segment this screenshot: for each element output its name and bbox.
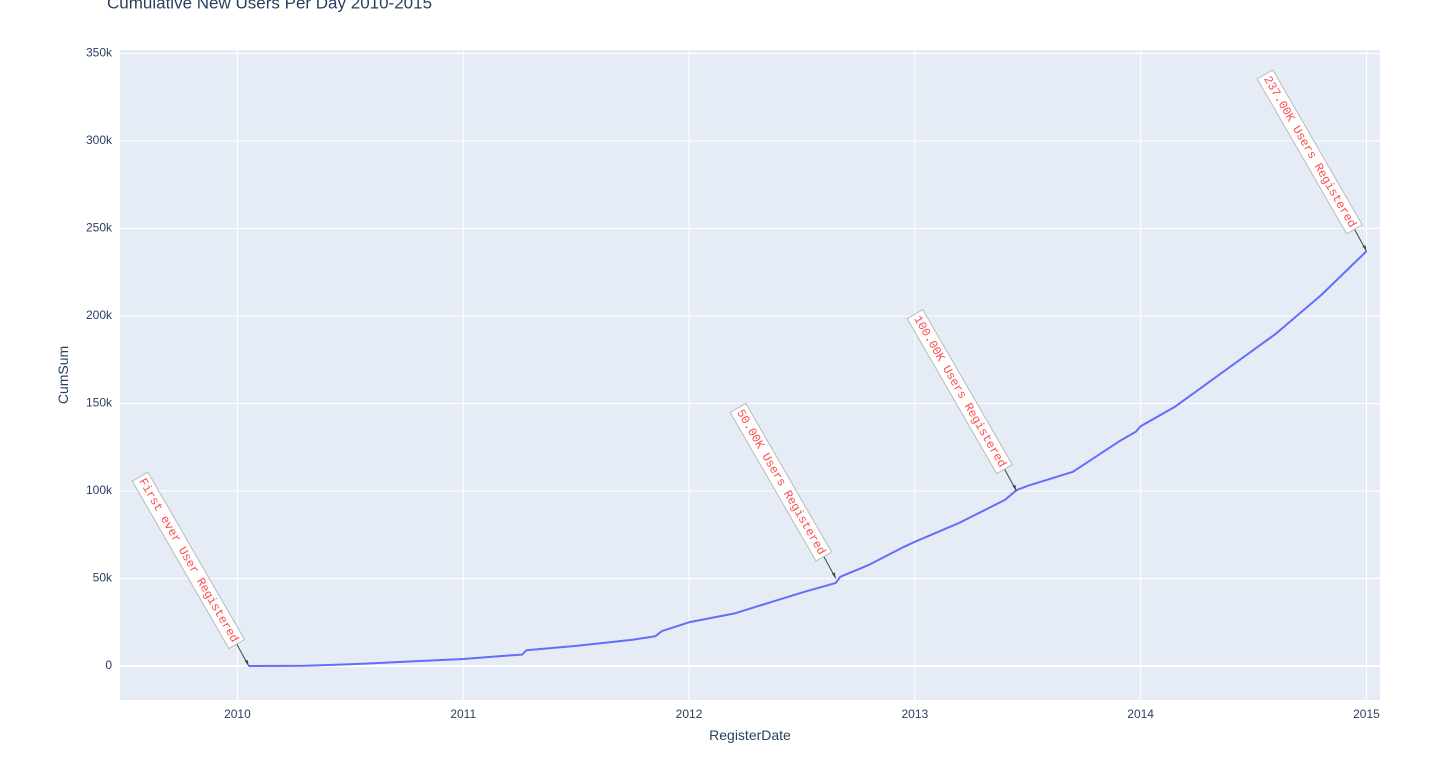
x-tick-label: 2010 xyxy=(224,707,251,721)
annotation-box xyxy=(906,308,1013,475)
arrowhead xyxy=(831,572,836,579)
arrowhead xyxy=(244,660,249,667)
y-tick-label: 100k xyxy=(86,483,113,497)
x-tick-label: 2013 xyxy=(901,707,928,721)
y-tick-label: 350k xyxy=(86,46,113,60)
y-axis-label: CumSum xyxy=(55,346,71,404)
x-tick-label: 2011 xyxy=(450,707,476,721)
annotation-box xyxy=(131,471,246,650)
x-tick-label: 2014 xyxy=(1127,707,1154,721)
annotation-box xyxy=(1256,69,1363,235)
plot-background xyxy=(120,50,1380,700)
annotation-box xyxy=(729,402,833,562)
x-tick-label: 2012 xyxy=(676,707,703,721)
y-tick-label: 150k xyxy=(86,396,113,410)
y-tick-label: 0 xyxy=(105,658,112,672)
y-tick-label: 250k xyxy=(86,221,113,235)
y-tick-label: 300k xyxy=(86,133,113,147)
y-tick-label: 200k xyxy=(86,308,113,322)
x-axis-label: RegisterDate xyxy=(709,727,791,743)
chart-title: Cumulative New Users Per Day 2010-2015 xyxy=(107,0,432,12)
data-line xyxy=(248,250,1368,668)
x-tick-label: 2015 xyxy=(1353,707,1380,721)
arrowhead xyxy=(1012,485,1017,492)
y-tick-label: 50k xyxy=(93,571,113,585)
arrowhead xyxy=(1362,245,1367,252)
